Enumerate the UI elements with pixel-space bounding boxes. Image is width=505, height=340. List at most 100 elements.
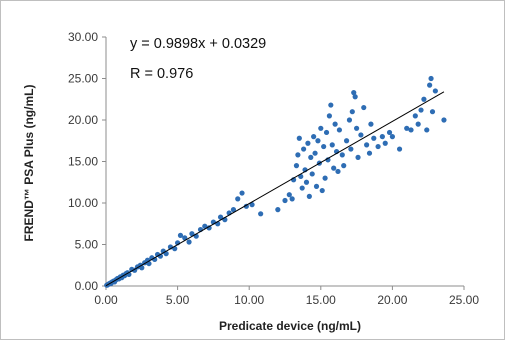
y-tick-label: 10.00	[68, 196, 98, 210]
axes	[102, 36, 465, 290]
data-point	[352, 94, 358, 100]
data-point	[311, 134, 317, 140]
data-point	[202, 223, 208, 229]
data-point	[427, 82, 433, 88]
data-point	[301, 146, 307, 152]
data-point	[424, 127, 430, 133]
data-point	[286, 192, 292, 198]
y-tick-label: 5.00	[75, 238, 99, 252]
data-point	[329, 142, 335, 148]
data-point	[249, 202, 255, 208]
data-point	[325, 157, 331, 163]
data-point	[177, 232, 184, 238]
data-point	[336, 127, 343, 133]
data-point	[217, 214, 224, 220]
data-point	[189, 231, 195, 237]
data-point	[303, 179, 310, 185]
data-point	[235, 196, 241, 202]
x-tick-label: 15.00	[306, 293, 336, 307]
data-point	[355, 154, 361, 160]
data-point	[348, 146, 354, 152]
x-tick-label: 20.00	[377, 293, 407, 307]
data-point	[428, 75, 434, 82]
data-point	[349, 109, 355, 115]
data-point	[322, 175, 328, 181]
data-point	[368, 121, 374, 127]
data-point	[379, 134, 385, 140]
data-point	[306, 193, 312, 199]
data-point	[343, 138, 350, 144]
data-point	[364, 142, 370, 148]
r-annotation: R = 0.976	[130, 66, 193, 82]
data-point	[339, 152, 345, 158]
x-tick-label: 10.00	[234, 293, 264, 307]
data-point	[206, 225, 212, 231]
data-point	[415, 121, 421, 127]
data-point	[299, 185, 305, 191]
data-point	[371, 135, 377, 141]
data-point	[351, 90, 357, 96]
y-tick-label: 0.00	[75, 279, 99, 293]
data-point	[429, 109, 436, 115]
data-point	[346, 117, 353, 123]
data-point	[421, 96, 427, 102]
x-axis-title: Predicate device (ng/mL)	[219, 319, 361, 333]
y-tick-label: 20.00	[68, 113, 98, 127]
data-point	[389, 134, 395, 140]
data-point	[296, 135, 302, 141]
data-point	[282, 197, 288, 204]
data-point	[331, 165, 337, 171]
data-point	[375, 143, 381, 150]
data-point	[258, 211, 264, 217]
data-point	[354, 125, 360, 131]
data-point	[230, 207, 237, 213]
data-point	[293, 163, 300, 169]
data-point	[396, 146, 403, 152]
data-points	[104, 75, 447, 288]
data-point	[418, 107, 424, 113]
data-point	[332, 121, 338, 127]
data-point	[358, 132, 364, 138]
data-point	[323, 129, 330, 136]
data-point	[361, 104, 367, 111]
data-point	[366, 150, 373, 156]
data-point	[382, 140, 388, 146]
y-tick-label: 15.00	[68, 155, 98, 169]
data-point	[404, 125, 410, 131]
data-point	[295, 152, 301, 158]
data-point	[315, 138, 321, 144]
data-point	[186, 239, 192, 245]
data-point	[319, 187, 325, 194]
data-point	[412, 113, 418, 119]
x-tick-label: 5.00	[166, 293, 190, 307]
data-point	[321, 143, 327, 150]
y-tick-labels: 0.00 5.00 10.00 15.00 20.00 25.00 30.00	[68, 30, 98, 293]
data-point	[386, 129, 393, 136]
data-point	[432, 88, 438, 94]
data-point	[308, 154, 314, 160]
data-point	[335, 168, 341, 175]
trendline	[105, 91, 445, 287]
data-point	[313, 183, 320, 189]
data-point	[326, 113, 332, 119]
y-tick-label: 30.00	[68, 30, 98, 44]
data-point	[305, 140, 311, 146]
y-tick-label: 25.00	[68, 72, 98, 86]
data-point	[318, 125, 324, 131]
data-point	[328, 102, 334, 108]
data-point	[275, 207, 281, 213]
data-point	[441, 117, 447, 123]
data-point	[341, 163, 347, 169]
x-tick-labels: 0.00 5.00 10.00 15.00 20.00 25.00	[94, 293, 479, 307]
data-point	[408, 127, 414, 133]
data-point	[182, 235, 188, 241]
data-point	[309, 171, 315, 177]
data-point	[239, 190, 245, 196]
y-axis-title: FREND™ PSA Plus (ng/mL)	[22, 85, 36, 242]
data-point	[289, 196, 295, 202]
equation-annotation: y = 0.9898x + 0.0329	[130, 36, 266, 52]
data-point	[312, 150, 318, 156]
x-tick-label: 0.00	[94, 293, 118, 307]
